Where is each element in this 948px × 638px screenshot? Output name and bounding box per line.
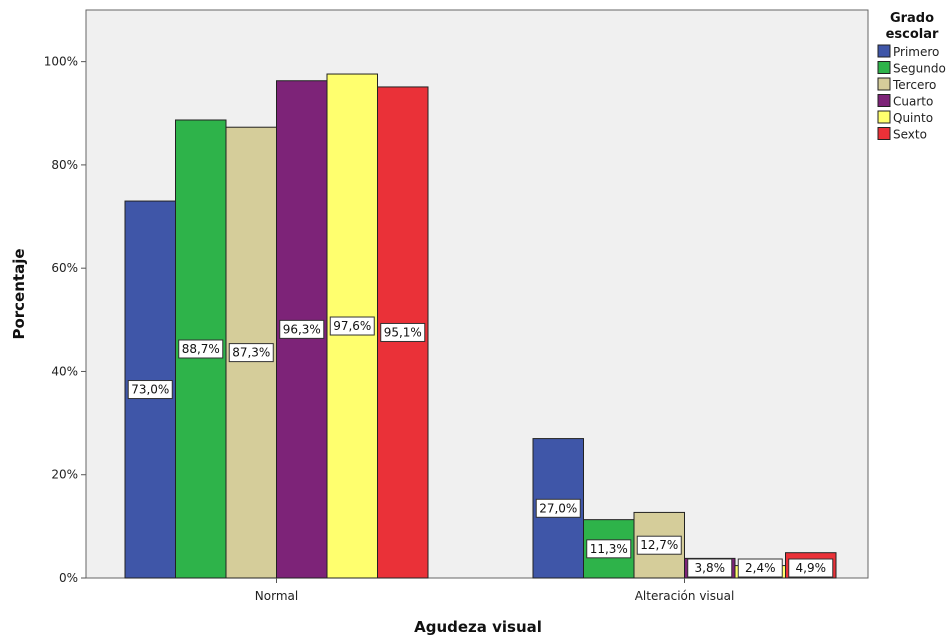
y-tick-label: 100% xyxy=(44,55,78,69)
legend-swatch-segundo xyxy=(877,61,891,74)
data-label-group: 12,7% xyxy=(636,535,682,555)
data-label: 95,1% xyxy=(384,325,422,339)
data-label-box xyxy=(737,558,783,578)
data-label: 88,7% xyxy=(182,342,220,356)
legend-swatch-tercero xyxy=(877,77,891,91)
legend-label-cuarto: Cuarto xyxy=(893,95,933,109)
data-label-box xyxy=(687,558,733,578)
data-label-group: 27,0% xyxy=(535,498,581,518)
legend-title-line-2: escolar xyxy=(886,27,939,42)
legend-label-segundo: Segundo xyxy=(893,62,946,76)
legend-swatch-primero xyxy=(877,44,891,58)
y-tick-label: 0% xyxy=(59,571,78,585)
legend-swatch-sexto xyxy=(877,127,891,140)
legend-title-line-1: Grado xyxy=(890,11,934,26)
data-label-group: 96,3% xyxy=(279,319,325,339)
x-axis: Normal Alteración visual xyxy=(255,578,735,603)
data-label-group: 97,6% xyxy=(329,316,375,336)
data-label: 87,3% xyxy=(232,346,270,360)
y-tick-label: 60% xyxy=(51,261,78,275)
legend-label-quinto: Quinto xyxy=(893,111,933,125)
data-label-group: 11,3% xyxy=(586,539,632,559)
data-label-group: 3,8% xyxy=(687,558,733,578)
data-label-box xyxy=(228,343,274,363)
data-label-group: 73,0% xyxy=(127,380,173,400)
data-label-box xyxy=(788,558,834,578)
data-label-box xyxy=(329,316,375,336)
data-label-group: 4,9% xyxy=(788,558,834,578)
data-label-group: 95,1% xyxy=(380,322,426,342)
data-label: 96,3% xyxy=(283,322,321,336)
data-label: 2,4% xyxy=(745,561,776,575)
data-label-box xyxy=(586,539,632,559)
data-label: 3,8% xyxy=(695,561,726,575)
data-label-box xyxy=(178,339,224,359)
legend-label-tercero: Tercero xyxy=(892,78,936,92)
legend: Grado escolar Primero Segundo Tercero Cuart… xyxy=(877,11,946,142)
data-label-box xyxy=(380,322,426,342)
data-label-box xyxy=(127,380,173,400)
data-label: 12,7% xyxy=(640,538,678,552)
data-label-box xyxy=(636,535,682,555)
data-labels: 73,0% 88,7% 87,3% 96,3% 97,6% 95,1% 27,0% 11,3%… xyxy=(127,316,834,578)
legend-swatch-quinto xyxy=(877,110,891,124)
data-label-group: 87,3% xyxy=(228,343,274,363)
x-tick-label: Normal xyxy=(255,589,298,603)
y-tick-label: 40% xyxy=(51,364,78,378)
data-label-box xyxy=(535,498,581,518)
y-axis-title: Porcentaje xyxy=(10,248,28,339)
legend-label-primero: Primero xyxy=(893,45,939,59)
x-tick-label: Alteración visual xyxy=(635,589,735,603)
legend-label-sexto: Sexto xyxy=(893,128,927,142)
data-label: 27,0% xyxy=(539,501,577,515)
y-tick-label: 20% xyxy=(51,468,78,482)
data-label: 11,3% xyxy=(590,542,628,556)
data-label: 73,0% xyxy=(131,383,169,397)
legend-swatch-cuarto xyxy=(877,94,891,107)
data-label-box xyxy=(279,319,325,339)
data-label-group: 2,4% xyxy=(737,558,783,578)
data-label: 4,9% xyxy=(796,561,827,575)
y-tick-label: 80% xyxy=(51,158,78,172)
x-axis-title: Agudeza visual xyxy=(414,618,542,636)
data-label: 97,6% xyxy=(333,319,371,333)
data-label-group: 88,7% xyxy=(178,339,224,359)
y-axis: 0% 20% 40% 60% 80% 100% xyxy=(44,55,86,585)
